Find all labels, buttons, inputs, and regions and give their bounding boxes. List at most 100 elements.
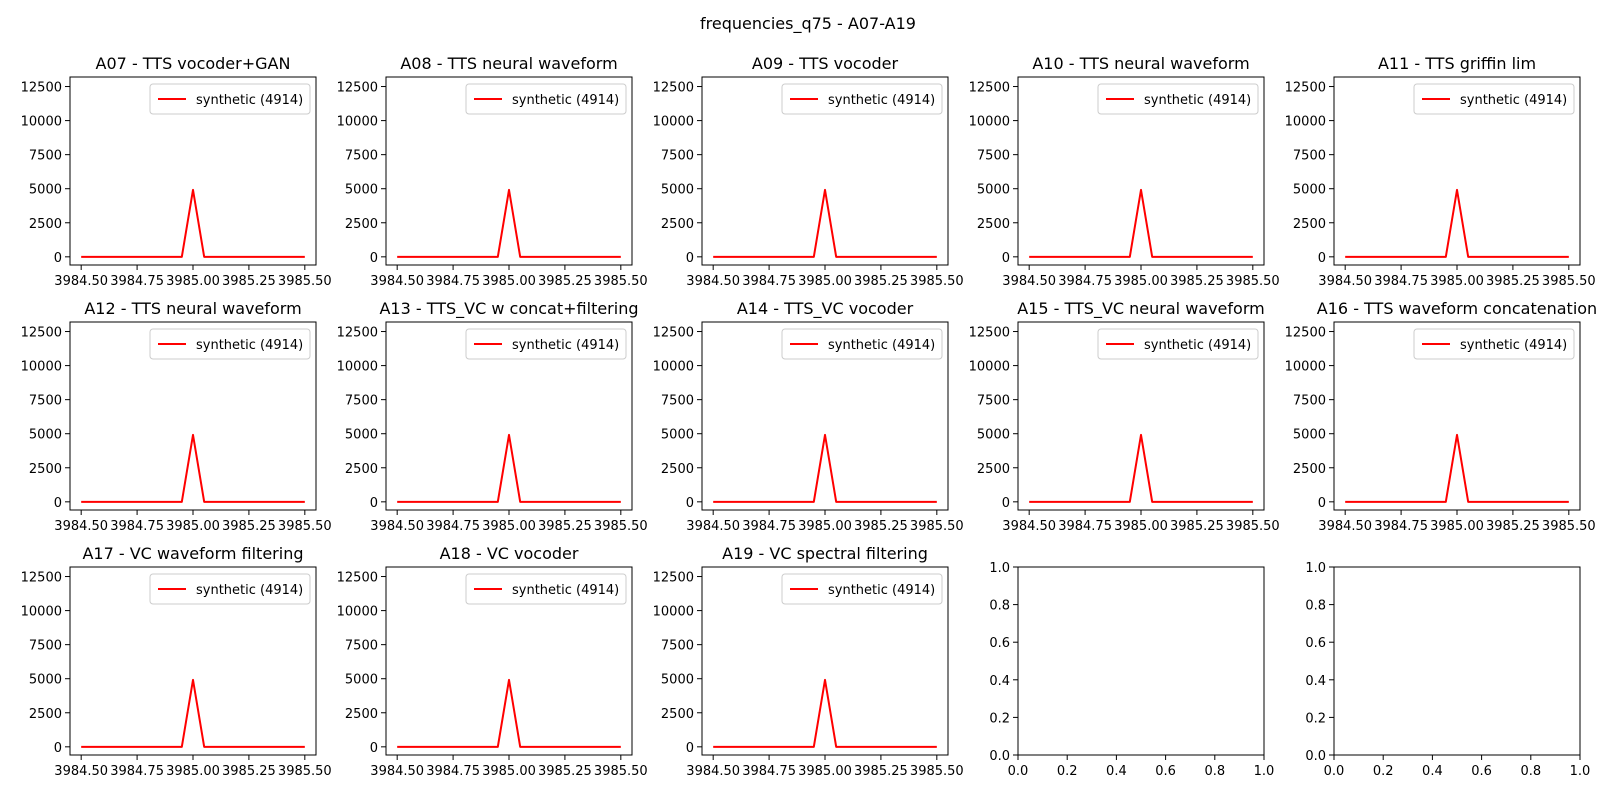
x-tick-label: 0.6 (1471, 764, 1492, 779)
y-tick-label: 2500 (29, 217, 62, 232)
y-tick-label: 0 (370, 251, 378, 266)
x-tick-label: 1.0 (1254, 764, 1275, 779)
series-line (397, 678, 621, 748)
y-tick-label: 10000 (969, 115, 1010, 130)
y-tick-label: 0 (1318, 496, 1326, 511)
y-tick-label: 0 (686, 251, 694, 266)
legend-label: synthetic (4914) (512, 338, 619, 353)
y-tick-label: 0.8 (1305, 599, 1326, 614)
x-tick-label: 3985.00 (1430, 274, 1484, 289)
y-tick-label: 7500 (977, 149, 1010, 164)
y-tick-label: 7500 (345, 639, 378, 654)
x-tick-label: 3984.50 (370, 519, 424, 534)
x-tick-label: 3984.75 (110, 274, 164, 289)
x-tick-label: 3985.00 (1114, 519, 1168, 534)
x-tick-label: 3984.50 (686, 764, 740, 779)
y-tick-label: 2500 (1293, 217, 1326, 232)
y-tick-label: 10000 (1285, 360, 1326, 375)
x-tick-label: 3985.50 (278, 519, 332, 534)
y-tick-label: 10000 (653, 360, 694, 375)
legend-box (1413, 328, 1575, 360)
y-tick-label: 0 (686, 741, 694, 756)
x-tick-label: 3984.75 (1058, 274, 1112, 289)
x-tick-label: 3985.25 (854, 274, 908, 289)
x-tick-label: 3985.00 (166, 519, 220, 534)
x-tick-label: 3984.75 (742, 274, 796, 289)
y-tick-label: 5000 (977, 428, 1010, 443)
y-tick-label: 7500 (29, 149, 62, 164)
legend-box (465, 83, 627, 115)
x-tick-label: 3985.50 (1226, 519, 1280, 534)
y-tick-label: 0.4 (1305, 674, 1326, 689)
y-tick-label: 2500 (661, 217, 694, 232)
legend-label: synthetic (4914) (828, 583, 935, 598)
y-tick-label: 2500 (1293, 462, 1326, 477)
x-tick-label: 3984.75 (426, 764, 480, 779)
subplot-title: A10 - TTS neural waveform (1032, 54, 1249, 73)
subplot-title: A08 - TTS neural waveform (400, 54, 617, 73)
y-tick-label: 2500 (661, 707, 694, 722)
legend-label: synthetic (4914) (196, 338, 303, 353)
x-tick-label: 3985.50 (1542, 519, 1596, 534)
y-tick-label: 7500 (29, 639, 62, 654)
x-tick-label: 3985.00 (482, 274, 536, 289)
x-tick-label: 3984.50 (370, 274, 424, 289)
y-tick-label: 12500 (653, 571, 694, 586)
x-tick-label: 3985.00 (482, 519, 536, 534)
legend-box (1413, 83, 1575, 115)
y-tick-label: 2500 (977, 217, 1010, 232)
x-tick-label: 3984.50 (54, 764, 108, 779)
x-tick-label: 0.4 (1422, 764, 1443, 779)
x-tick-label: 3984.75 (1058, 519, 1112, 534)
subplot-13: A19 - VC spectral filtering 3984.50 3984.7… (653, 544, 964, 779)
y-tick-label: 5000 (661, 673, 694, 688)
x-tick-label: 3984.75 (110, 764, 164, 779)
x-tick-label: 3985.50 (1226, 274, 1280, 289)
y-tick-label: 0 (686, 496, 694, 511)
y-tick-label: 0.4 (989, 674, 1010, 689)
y-tick-label: 12500 (21, 81, 62, 96)
y-tick-label: 10000 (337, 115, 378, 130)
legend-label: synthetic (4914) (1144, 93, 1251, 108)
y-tick-label: 0 (54, 496, 62, 511)
y-tick-label: 12500 (653, 326, 694, 341)
x-tick-label: 3985.50 (594, 274, 648, 289)
x-tick-label: 3984.50 (54, 519, 108, 534)
legend-label: synthetic (4914) (196, 93, 303, 108)
series-line (81, 188, 305, 258)
x-tick-label: 0.8 (1520, 764, 1541, 779)
subplot-title: A15 - TTS_VC neural waveform (1017, 299, 1264, 319)
subplot-title: A11 - TTS griffin lim (1378, 54, 1536, 73)
y-tick-label: 10000 (1285, 115, 1326, 130)
x-tick-label: 3984.50 (1318, 519, 1372, 534)
x-tick-label: 3984.50 (686, 519, 740, 534)
series-line (397, 433, 621, 503)
y-tick-label: 5000 (345, 183, 378, 198)
legend-box (149, 573, 311, 605)
subplot-15: 0.0 0.2 0.4 0.6 0.8 1.0 0.0 0.2 0.4 0.6 0.8 1.0 (1305, 561, 1590, 779)
subplot-9: A15 - TTS_VC neural waveform 3984.50 3984.… (969, 299, 1280, 534)
x-tick-label: 3985.25 (1486, 519, 1540, 534)
x-tick-label: 3984.75 (1374, 274, 1428, 289)
x-tick-label: 3984.50 (1318, 274, 1372, 289)
y-tick-label: 5000 (345, 428, 378, 443)
x-tick-label: 0.6 (1155, 764, 1176, 779)
x-tick-label: 3984.75 (742, 764, 796, 779)
y-tick-label: 5000 (1293, 183, 1326, 198)
figure-title: frequencies_q75 - A07-A19 (700, 14, 916, 34)
x-tick-label: 3985.00 (1430, 519, 1484, 534)
x-tick-label: 0.8 (1204, 764, 1225, 779)
y-tick-label: 1.0 (1305, 561, 1326, 576)
y-tick-label: 0 (1318, 251, 1326, 266)
y-tick-label: 0.2 (989, 711, 1010, 726)
y-tick-label: 12500 (337, 81, 378, 96)
legend-label: synthetic (4914) (828, 93, 935, 108)
subplot-14: 0.0 0.2 0.4 0.6 0.8 1.0 0.0 0.2 0.4 0.6 0.8 1.0 (989, 561, 1274, 779)
y-tick-label: 12500 (21, 326, 62, 341)
y-tick-label: 10000 (21, 360, 62, 375)
y-tick-label: 2500 (345, 217, 378, 232)
